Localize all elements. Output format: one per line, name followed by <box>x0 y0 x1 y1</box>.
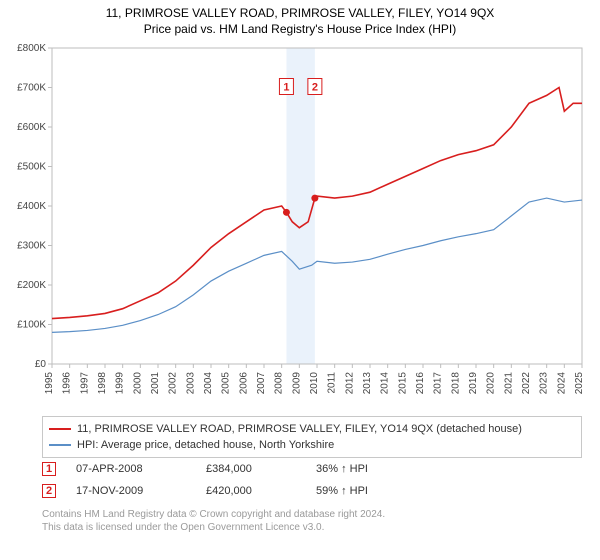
svg-text:£400K: £400K <box>17 201 46 212</box>
sale-date: 07-APR-2008 <box>76 463 186 475</box>
svg-text:1995: 1995 <box>44 372 55 395</box>
svg-text:2025: 2025 <box>574 372 585 395</box>
svg-text:2021: 2021 <box>503 372 514 395</box>
svg-text:1997: 1997 <box>79 372 90 395</box>
table-row: 1 07-APR-2008 £384,000 36% ↑ HPI <box>42 458 582 480</box>
price-chart: £0 £100K £200K £300K £400K £500K £600K £700K £80… <box>8 42 592 408</box>
legend: 11, PRIMROSE VALLEY ROAD, PRIMROSE VALLE… <box>42 416 582 458</box>
svg-text:£800K: £800K <box>17 43 46 54</box>
sale-hpi: 36% ↑ HPI <box>316 463 426 475</box>
svg-text:2003: 2003 <box>185 372 196 395</box>
svg-text:2006: 2006 <box>238 372 249 395</box>
sales-table: 1 07-APR-2008 £384,000 36% ↑ HPI 2 17-NO… <box>42 458 582 502</box>
legend-label: 11, PRIMROSE VALLEY ROAD, PRIMROSE VALLE… <box>77 423 522 435</box>
footnote-line: Contains HM Land Registry data © Crown c… <box>42 508 582 521</box>
svg-text:2009: 2009 <box>291 372 302 395</box>
svg-text:2012: 2012 <box>344 372 355 395</box>
svg-text:£700K: £700K <box>17 83 46 94</box>
legend-label: HPI: Average price, detached house, Nort… <box>77 439 334 451</box>
svg-text:2010: 2010 <box>309 372 320 395</box>
svg-text:2013: 2013 <box>362 372 373 395</box>
svg-text:2014: 2014 <box>380 372 391 395</box>
svg-text:£0: £0 <box>35 359 47 370</box>
sale-marker-icon: 2 <box>42 484 56 498</box>
svg-text:2017: 2017 <box>433 372 444 395</box>
svg-text:£100K: £100K <box>17 320 46 331</box>
legend-swatch <box>49 428 71 430</box>
svg-text:£600K: £600K <box>17 122 46 133</box>
legend-item: 11, PRIMROSE VALLEY ROAD, PRIMROSE VALLE… <box>49 421 575 437</box>
svg-text:£500K: £500K <box>17 162 46 173</box>
sale-marker-number: 1 <box>46 463 52 475</box>
sale-marker-number: 2 <box>46 485 52 497</box>
svg-text:£300K: £300K <box>17 241 46 252</box>
sale-marker-icon: 1 <box>42 462 56 476</box>
svg-text:2023: 2023 <box>539 372 550 395</box>
svg-text:1998: 1998 <box>97 372 108 395</box>
svg-text:2020: 2020 <box>486 372 497 395</box>
svg-text:2: 2 <box>312 82 318 94</box>
legend-item: HPI: Average price, detached house, Nort… <box>49 437 575 453</box>
svg-text:2007: 2007 <box>256 372 267 395</box>
svg-text:1: 1 <box>283 82 289 94</box>
svg-text:2001: 2001 <box>150 372 161 395</box>
svg-text:2018: 2018 <box>450 372 461 395</box>
sale-price: £420,000 <box>206 485 296 497</box>
chart-title-subtitle: Price paid vs. HM Land Registry's House … <box>0 22 600 36</box>
sale-hpi: 59% ↑ HPI <box>316 485 426 497</box>
svg-text:1999: 1999 <box>115 372 126 395</box>
svg-text:2011: 2011 <box>327 372 338 394</box>
svg-text:2019: 2019 <box>468 372 479 395</box>
footnote: Contains HM Land Registry data © Crown c… <box>42 508 582 534</box>
svg-text:2015: 2015 <box>397 372 408 395</box>
footnote-line: This data is licensed under the Open Gov… <box>42 521 582 534</box>
sale-date: 17-NOV-2009 <box>76 485 186 497</box>
svg-text:2002: 2002 <box>168 372 179 395</box>
svg-text:2022: 2022 <box>521 372 532 395</box>
svg-text:2000: 2000 <box>132 372 143 395</box>
svg-text:2004: 2004 <box>203 372 214 395</box>
table-row: 2 17-NOV-2009 £420,000 59% ↑ HPI <box>42 480 582 502</box>
svg-text:1996: 1996 <box>62 372 73 395</box>
svg-text:2008: 2008 <box>274 372 285 395</box>
svg-text:£200K: £200K <box>17 280 46 291</box>
chart-title-address: 11, PRIMROSE VALLEY ROAD, PRIMROSE VALLE… <box>0 6 600 20</box>
legend-swatch <box>49 444 71 446</box>
svg-text:2005: 2005 <box>221 372 232 395</box>
svg-text:2024: 2024 <box>556 372 567 395</box>
sale-price: £384,000 <box>206 463 296 475</box>
svg-text:2016: 2016 <box>415 372 426 395</box>
